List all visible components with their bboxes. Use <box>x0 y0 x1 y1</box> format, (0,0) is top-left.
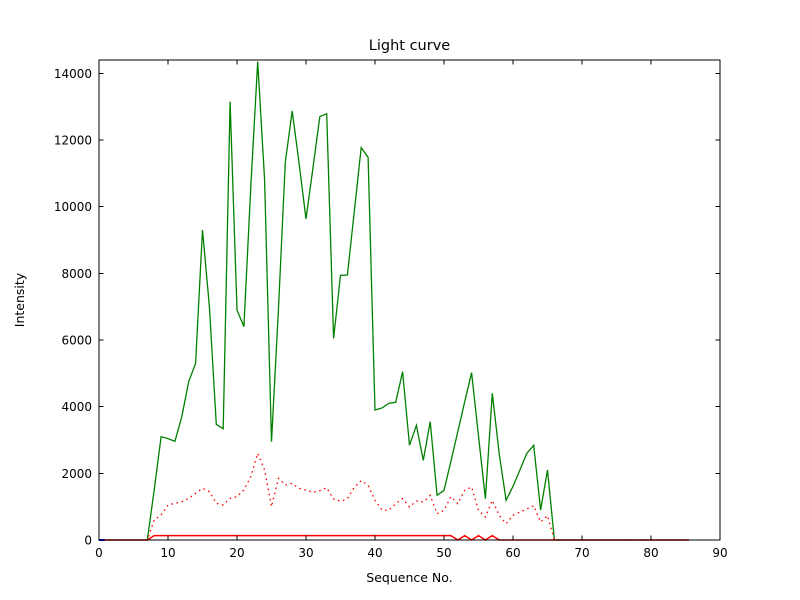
x-tick-label: 20 <box>229 546 244 560</box>
x-tick-label: 0 <box>95 546 103 560</box>
y-tick-label: 10000 <box>54 200 92 214</box>
series-intensity-main-line <box>99 61 689 541</box>
x-tick-label: 90 <box>712 546 727 560</box>
x-tick-label: 50 <box>436 546 451 560</box>
y-axis-label: Intensity <box>12 272 27 327</box>
series-intensity-secondary-dotted-line <box>99 451 689 541</box>
axes-box <box>98 59 721 541</box>
y-tick-label: 8000 <box>61 267 92 281</box>
x-tick-label: 60 <box>505 546 520 560</box>
x-tick-label: 70 <box>574 546 589 560</box>
y-tick-label: 12000 <box>54 134 92 148</box>
y-tick-label: 4000 <box>61 400 92 414</box>
y-tick-label: 2000 <box>61 467 92 481</box>
y-tick-label: 6000 <box>61 334 92 348</box>
x-tick-label: 80 <box>643 546 658 560</box>
series-baseline-red-line <box>99 534 689 541</box>
x-tick-label: 30 <box>298 546 313 560</box>
chart-title: Light curve <box>369 38 451 54</box>
x-tick-label: 40 <box>367 546 382 560</box>
y-tick-label: 0 <box>84 534 92 548</box>
x-axis-label: Sequence No. <box>366 570 452 585</box>
y-tick-label: 14000 <box>54 67 92 81</box>
x-tick-label: 10 <box>160 546 175 560</box>
